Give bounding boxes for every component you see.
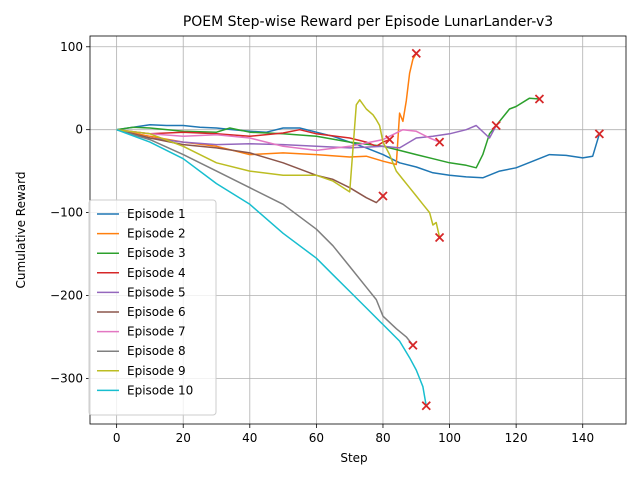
legend-label: Episode 8	[127, 344, 186, 358]
y-tick-label: −200	[50, 288, 83, 302]
legend-label: Episode 2	[127, 227, 186, 241]
x-mark-stroke	[421, 401, 431, 411]
x-tick-label: 100	[438, 431, 461, 445]
series-line-episode-5	[116, 124, 497, 149]
x-mark-stroke	[408, 340, 418, 350]
x-tick-label: 20	[176, 431, 191, 445]
x-tick-label: 0	[113, 431, 121, 445]
x-mark-stroke	[534, 94, 545, 104]
end-marker-episode-3	[534, 94, 545, 104]
y-tick-label: −100	[50, 206, 83, 220]
x-tick-label: 80	[375, 431, 390, 445]
x-mark-stroke	[411, 48, 421, 59]
series-line-episode-3	[116, 97, 540, 169]
y-tick-label: 0	[75, 123, 83, 137]
legend-label: Episode 9	[127, 364, 186, 378]
legend-label: Episode 4	[127, 266, 186, 280]
x-axis: 0 20 40 60 80 100 120 140	[113, 424, 594, 445]
legend-label: Episode 7	[127, 325, 186, 339]
series-line-episode-1	[116, 123, 601, 179]
y-tick-label: −300	[50, 371, 83, 385]
legend-box	[88, 199, 217, 416]
series-line-episode-7	[116, 128, 440, 152]
x-mark-stroke	[384, 134, 395, 145]
end-marker-episode-7	[434, 137, 445, 147]
legend-label: Episode 3	[127, 246, 186, 260]
x-mark-stroke	[378, 191, 388, 201]
x-tick-label: 120	[505, 431, 528, 445]
end-marker-episode-1	[594, 129, 605, 139]
x-axis-label: Step	[340, 451, 367, 465]
legend-label: Episode 6	[127, 305, 186, 319]
end-marker-episode-8	[408, 340, 418, 350]
end-marker-episode-10	[421, 401, 431, 411]
end-marker-episode-4	[384, 134, 395, 145]
series-line-episode-2	[116, 53, 417, 166]
end-markers	[378, 48, 605, 411]
x-tick-label: 140	[571, 431, 594, 445]
x-mark-stroke	[491, 120, 501, 131]
x-tick-label: 40	[242, 431, 257, 445]
end-marker-episode-5	[491, 120, 501, 131]
series-line-episode-8	[116, 128, 414, 346]
end-marker-episode-2	[411, 48, 421, 59]
legend-label: Episode 5	[127, 285, 186, 299]
series-line-episode-10	[116, 128, 427, 406]
legend-label: Episode 10	[127, 383, 193, 397]
series-lines	[116, 53, 601, 406]
end-marker-episode-6	[378, 191, 388, 201]
chart-title: POEM Step-wise Reward per Episode LunarL…	[183, 14, 553, 30]
x-tick-label: 60	[309, 431, 324, 445]
series-line-episode-9	[116, 99, 441, 238]
legend-label: Episode 1	[127, 207, 186, 221]
x-mark-stroke	[594, 129, 605, 139]
y-axis: 100 0 −100 −200 −300	[50, 40, 90, 385]
y-axis-label: Cumulative Reward	[14, 172, 28, 289]
legend: Episode 1 Episode 2 Episode 3 Episode 4 Epis…	[88, 199, 217, 416]
end-marker-episode-9	[434, 232, 445, 243]
x-mark-stroke	[434, 137, 445, 147]
x-mark-stroke	[434, 232, 445, 243]
y-tick-label: 100	[60, 40, 83, 54]
